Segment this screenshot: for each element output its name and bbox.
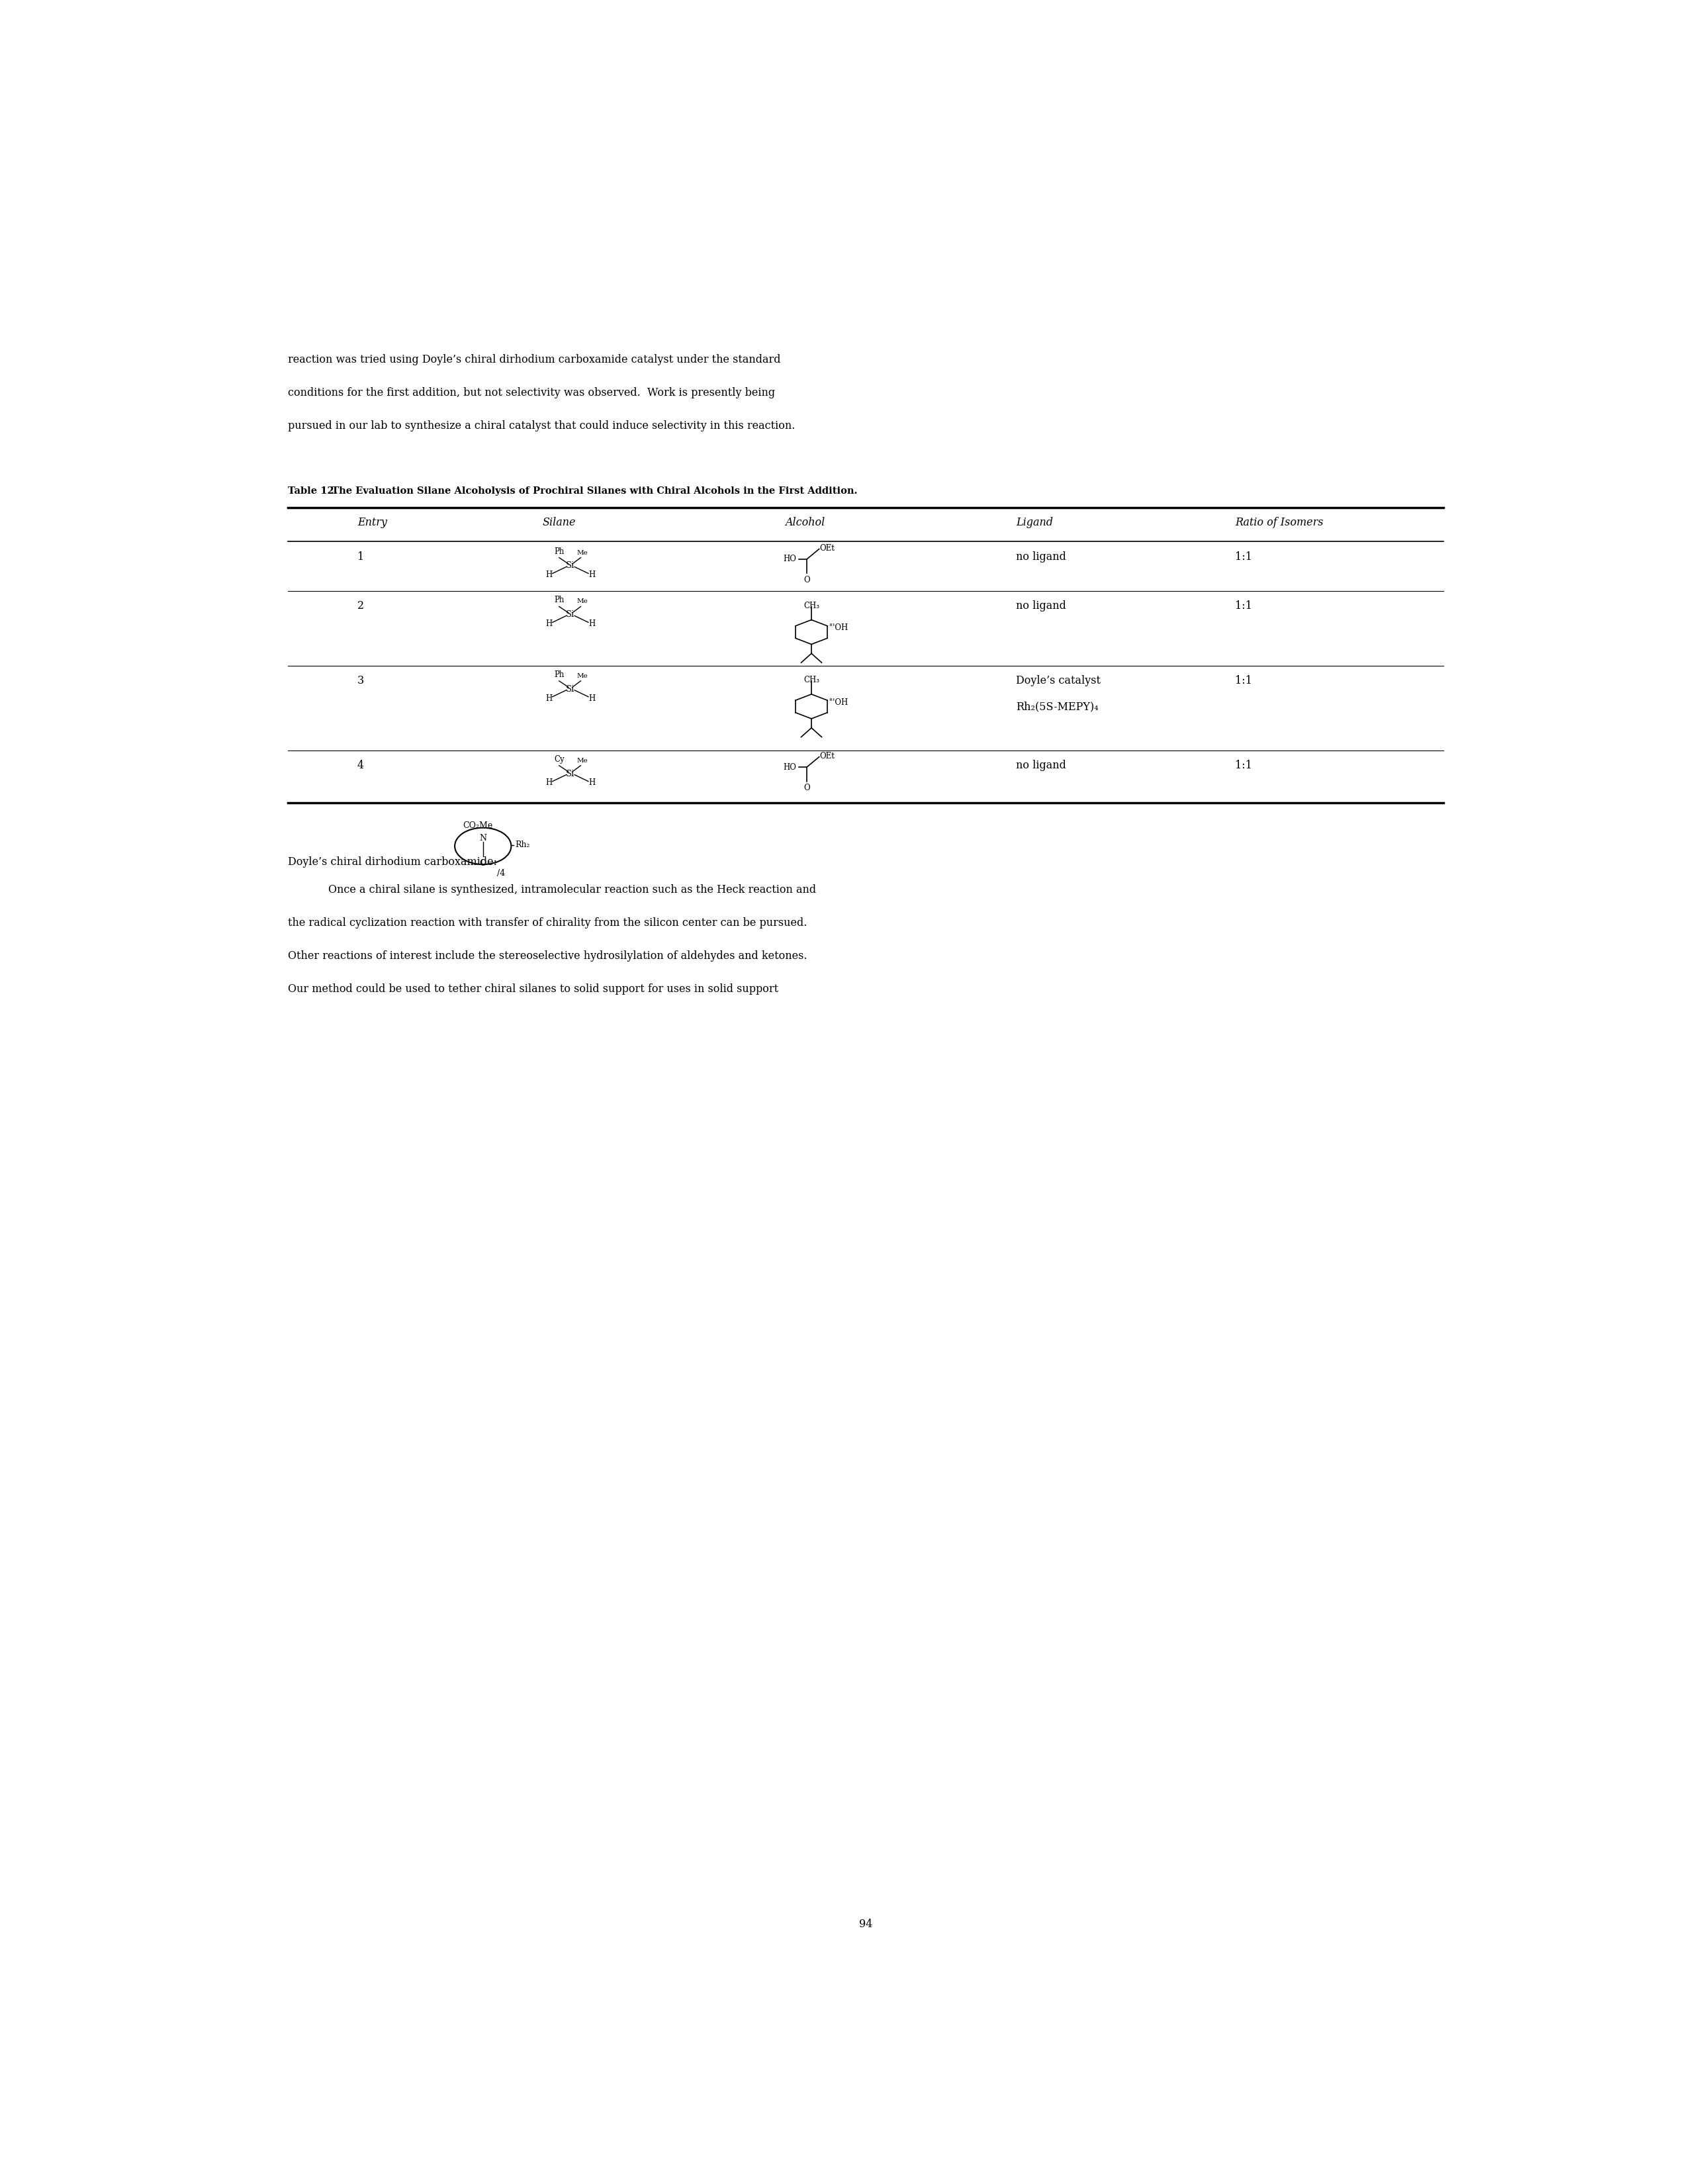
Text: O: O bbox=[804, 784, 811, 793]
Text: 1:1: 1:1 bbox=[1235, 553, 1252, 563]
Text: CH₃: CH₃ bbox=[804, 675, 819, 684]
Text: /4: /4 bbox=[497, 869, 505, 878]
Text: reaction was tried using Doyle’s chiral dirhodium carboxamide catalyst under the: reaction was tried using Doyle’s chiral … bbox=[289, 354, 780, 365]
Text: Entry: Entry bbox=[358, 518, 387, 529]
Text: Doyle’s catalyst: Doyle’s catalyst bbox=[1015, 675, 1101, 686]
Text: 1:1: 1:1 bbox=[1235, 675, 1252, 686]
Text: Ph: Ph bbox=[554, 546, 564, 555]
Text: 94: 94 bbox=[860, 1920, 872, 1931]
Text: H: H bbox=[546, 570, 552, 579]
Text: no ligand: no ligand bbox=[1015, 760, 1066, 771]
Text: O: O bbox=[804, 577, 811, 585]
Text: '''OH: '''OH bbox=[829, 625, 850, 633]
Text: H: H bbox=[588, 620, 595, 629]
Text: H: H bbox=[588, 570, 595, 579]
Text: Alcohol: Alcohol bbox=[785, 518, 824, 529]
Text: Our method could be used to tether chiral silanes to solid support for uses in s: Our method could be used to tether chira… bbox=[289, 983, 779, 996]
Text: '''OH: '''OH bbox=[829, 699, 850, 708]
Text: CH₃: CH₃ bbox=[804, 601, 819, 609]
Text: Me: Me bbox=[576, 550, 588, 555]
Text: Si: Si bbox=[566, 769, 574, 778]
Text: pursued in our lab to synthesize a chiral catalyst that could induce selectivity: pursued in our lab to synthesize a chira… bbox=[289, 419, 796, 430]
Text: Table 12.: Table 12. bbox=[289, 487, 338, 496]
Text: Me: Me bbox=[576, 673, 588, 679]
Text: O: O bbox=[480, 858, 486, 867]
Text: Ratio of Isomers: Ratio of Isomers bbox=[1235, 518, 1324, 529]
Text: Rh₂: Rh₂ bbox=[515, 841, 530, 850]
Text: Ligand: Ligand bbox=[1015, 518, 1052, 529]
Text: The Evaluation Silane Alcoholysis of Prochiral Silanes with Chiral Alcohols in t: The Evaluation Silane Alcoholysis of Pro… bbox=[324, 487, 858, 496]
Text: 1:1: 1:1 bbox=[1235, 601, 1252, 612]
Text: H: H bbox=[546, 695, 552, 703]
Text: HO: HO bbox=[784, 555, 797, 563]
Text: H: H bbox=[546, 620, 552, 629]
Text: H: H bbox=[588, 695, 595, 703]
Text: N: N bbox=[480, 834, 486, 843]
Text: H: H bbox=[588, 778, 595, 786]
Text: 1: 1 bbox=[358, 553, 365, 563]
Text: Silane: Silane bbox=[542, 518, 576, 529]
Text: CO₂Me: CO₂Me bbox=[463, 821, 493, 830]
Text: no ligand: no ligand bbox=[1015, 601, 1066, 612]
Text: HO: HO bbox=[784, 762, 797, 771]
Text: Once a chiral silane is synthesized, intramolecular reaction such as the Heck re: Once a chiral silane is synthesized, int… bbox=[328, 885, 816, 895]
Text: Me: Me bbox=[576, 758, 588, 764]
Text: conditions for the first addition, but not selectivity was observed.  Work is pr: conditions for the first addition, but n… bbox=[289, 387, 775, 397]
Text: 3: 3 bbox=[358, 675, 365, 686]
Text: Ph: Ph bbox=[554, 670, 564, 679]
Text: Rh₂(5S-MEPY)₄: Rh₂(5S-MEPY)₄ bbox=[1015, 701, 1098, 712]
Text: 2: 2 bbox=[358, 601, 365, 612]
Text: H: H bbox=[546, 778, 552, 786]
Text: no ligand: no ligand bbox=[1015, 553, 1066, 563]
Text: Cy: Cy bbox=[554, 756, 564, 764]
Text: OEt: OEt bbox=[819, 751, 834, 760]
Text: Doyle’s chiral dirhodium carboxamide:: Doyle’s chiral dirhodium carboxamide: bbox=[289, 856, 497, 867]
Text: Me: Me bbox=[576, 598, 588, 605]
Text: OEt: OEt bbox=[819, 544, 834, 553]
Text: Si: Si bbox=[566, 561, 574, 570]
Text: Si: Si bbox=[566, 609, 574, 618]
Text: 4: 4 bbox=[358, 760, 365, 771]
Text: the radical cyclization reaction with transfer of chirality from the silicon cen: the radical cyclization reaction with tr… bbox=[289, 917, 807, 928]
Text: Ph: Ph bbox=[554, 596, 564, 605]
Text: Si: Si bbox=[566, 686, 574, 695]
Text: 1:1: 1:1 bbox=[1235, 760, 1252, 771]
Text: Other reactions of interest include the stereoselective hydrosilylation of aldeh: Other reactions of interest include the … bbox=[289, 950, 807, 961]
